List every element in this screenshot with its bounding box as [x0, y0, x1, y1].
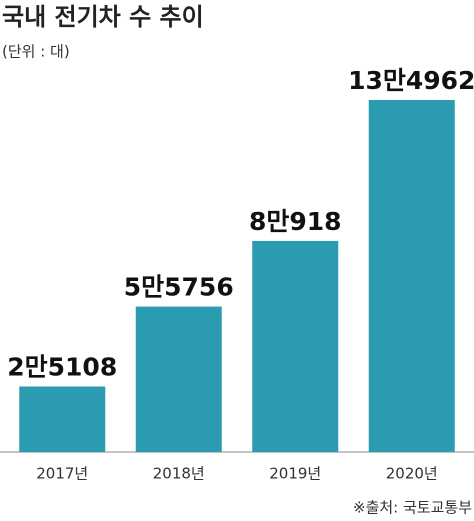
chart-title: 국내 전기차 수 추이 [2, 3, 204, 31]
x-tick-label: 2017년 [36, 465, 88, 483]
source: ※출처: 국토교통부 [353, 499, 472, 517]
bar [135, 306, 222, 452]
value-label: 8만918 [249, 207, 342, 236]
x-tick-label: 2018년 [153, 465, 205, 483]
x-tick-label: 2019년 [269, 465, 321, 483]
value-label: 13만4962 [348, 66, 474, 95]
bar [19, 386, 106, 452]
bar [368, 100, 455, 452]
value-label: 5만5756 [124, 273, 234, 302]
bar [252, 240, 339, 452]
chart-subtitle: (단위 : 대) [2, 43, 70, 61]
x-tick-label: 2020년 [386, 465, 438, 483]
value-label: 2만5108 [7, 353, 117, 382]
